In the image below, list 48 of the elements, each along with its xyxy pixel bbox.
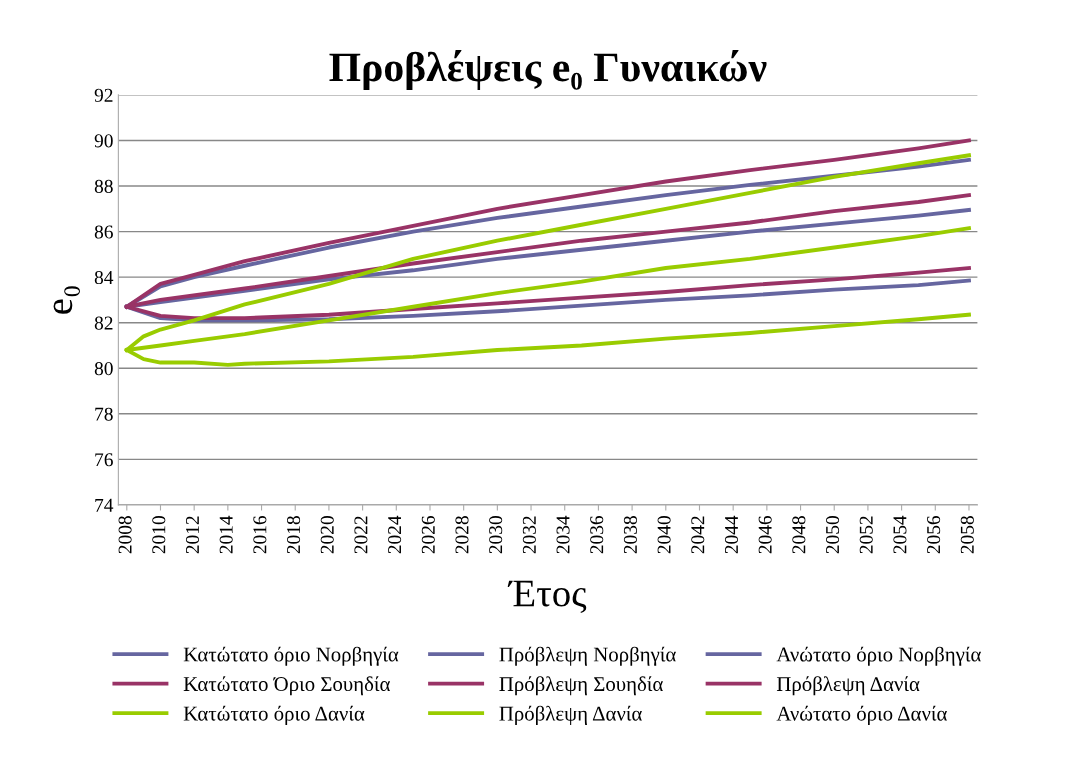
x-tick-label: 2058 [960,516,974,554]
x-tick-label: 2016 [253,515,267,554]
x-tick-label: 2028 [455,516,469,554]
y-tick-label: 74 [95,498,114,512]
y-axis-title: e₀ [53,286,80,314]
x-tick-label: 2012 [185,516,200,554]
x-tick-label: 2026 [421,515,435,554]
x-tick-label: 2048 [792,516,806,554]
x-tick-label: 2044 [724,515,739,554]
x-axis-title: Έτος [507,580,587,614]
x-tick-label: 2040 [657,516,671,554]
y-tick-label: 82 [94,316,113,330]
y-tick-label: 78 [95,407,113,421]
x-tick-label: 2056 [927,515,941,554]
legend-label: Κατώτατο όριο Δανία [183,705,365,725]
y-tick-label: 76 [95,453,113,467]
x-tick-label: 2036 [590,515,604,554]
chart-title: Προβλέψεις e₀ Γυναικών [329,50,767,90]
x-tick-label: 2054 [893,515,907,554]
legend-label: Ανώτατο όριο Νορβηγία [776,646,981,666]
legend-label: Πρόβλεψη Σουηδία [499,676,663,696]
x-tick-label: 2010 [152,516,166,554]
x-tick-label: 2020 [320,516,334,554]
legend-label: Πρόβλεψη Δανία [776,676,920,696]
legend-label: Κατώτατο Όριο Σουηδία [183,676,390,696]
x-tick-label: 2018 [286,516,301,554]
x-tick-label: 2014 [219,515,233,554]
legend-label: Πρόβλεψη Δανία [499,705,642,725]
x-tick-label: 2050 [825,516,840,554]
y-tick-label: 80 [94,362,113,376]
x-tick-label: 2022 [354,516,368,554]
x-tick-label: 2008 [118,516,132,554]
y-tick-label: 90 [94,134,113,148]
y-tick-label: 84 [94,270,114,285]
x-tick-label: 2046 [758,515,772,554]
x-tick-label: 2042 [691,516,705,554]
legend-label: Κατώτατο όριο Νορβηγία [183,646,399,666]
legend-label: Πρόβλεψη Νορβηγία [499,646,676,666]
x-tick-label: 2052 [859,516,873,554]
y-tick-label: 92 [94,88,113,102]
x-tick-label: 2038 [623,516,637,554]
y-tick-label: 86 [94,225,113,239]
x-tick-label: 2034 [556,515,570,554]
x-tick-label: 2024 [388,515,402,554]
x-tick-label: 2032 [522,516,536,554]
x-tick-label: 2030 [489,516,503,554]
y-tick-label: 88 [94,179,113,193]
legend-label: Ανώτατο όριο Δανία [776,705,947,725]
